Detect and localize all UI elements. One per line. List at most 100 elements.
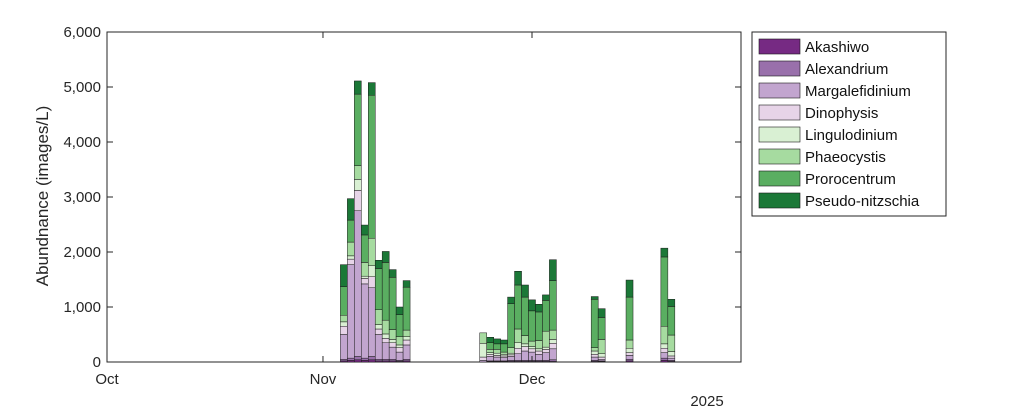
bar-segment-phaeocystis (549, 329, 557, 340)
bar-segment-prorocentrum (625, 296, 634, 341)
bar-segment-prorocentrum (402, 286, 411, 331)
bar-segment-dinophysis (479, 356, 487, 361)
bar-segment-prorocentrum (521, 296, 529, 336)
legend-swatch-akashiwo (758, 38, 801, 55)
bar-segment-lingulodinium (597, 353, 606, 358)
bar-segment-phaeocystis (507, 347, 515, 354)
bar-segment-margalefidinium (542, 352, 550, 361)
x-tick-label: Oct (95, 371, 119, 388)
bar-segment-phaeocystis (368, 238, 376, 266)
bar-segment-phaeocystis (388, 329, 397, 340)
bar-segment-prorocentrum (340, 286, 348, 316)
bar-segment-phaeocystis (486, 349, 494, 353)
bar-segment-phaeocystis (597, 339, 606, 355)
bar-segment-dinophysis (528, 348, 536, 353)
bar-segment-margalefidinium (361, 283, 369, 359)
bar-segment-lingulodinium (361, 275, 369, 279)
bar-segment-prorocentrum (374, 268, 383, 310)
bar-segment-pseudo-nitzschia (354, 80, 362, 95)
bar-segment-phaeocystis (528, 340, 536, 347)
bar-segment-margalefidinium (486, 356, 494, 362)
bar-segment-pseudo-nitzschia (660, 247, 669, 258)
bar-segment-margalefidinium (514, 353, 522, 361)
bar-segment-dinophysis (402, 339, 411, 346)
bar-segment-margalefidinium (660, 352, 669, 359)
legend-label-alexandrium: Alexandrium (805, 61, 888, 78)
bar-segment-lingulodinium (528, 346, 536, 350)
legend-swatch-alexandrium (758, 60, 801, 77)
bar-segment-alexandrium (660, 357, 669, 361)
bar-segment-dinophysis (354, 190, 362, 211)
bar-segment-phaeocystis (521, 335, 529, 345)
bar-segment-akashiwo (368, 359, 376, 363)
bar-segment-pseudo-nitzschia (667, 299, 676, 307)
bar-segment-alexandrium (347, 357, 355, 361)
bar-segment-phaeocystis (514, 328, 522, 343)
bar-segment-phaeocystis (625, 339, 634, 349)
bar-segment-phaeocystis (354, 165, 362, 180)
bar-segment-phaeocystis (590, 347, 599, 352)
bar-segment-phaeocystis (381, 319, 390, 335)
bar-segment-phaeocystis (660, 326, 669, 345)
bar-segment-lingulodinium (374, 324, 383, 330)
legend-swatch-dinophysis (758, 104, 801, 121)
bar-segment-pseudo-nitzschia (542, 294, 550, 301)
bar-segment-pseudo-nitzschia (381, 251, 390, 263)
bar-segment-alexandrium (361, 357, 369, 361)
bar-segment-phaeocystis (340, 315, 348, 323)
bar-segment-lingulodinium (402, 336, 411, 341)
bar-segment-prorocentrum (493, 343, 501, 350)
x-tick-label: Nov (310, 371, 337, 388)
bar-segment-pseudo-nitzschia (402, 280, 411, 288)
bar-segment-prorocentrum (514, 284, 522, 330)
bar-segment-margalefidinium (354, 210, 362, 357)
bar-segment-pseudo-nitzschia (361, 224, 369, 236)
bar-segment-phaeocystis (402, 329, 411, 337)
bar-segment-dinophysis (660, 348, 669, 353)
bar-segment-pseudo-nitzschia (347, 198, 355, 221)
y-tick-label: 0 (93, 354, 101, 371)
legend-label-lingulodinium: Lingulodinium (805, 127, 898, 144)
bar-segment-prorocentrum (542, 300, 550, 332)
legend-label-margalefidinium: Margalefidinium (805, 83, 911, 100)
bar-segment-dinophysis (549, 343, 557, 350)
bar-segment-dinophysis (625, 352, 634, 356)
bar-segment-margalefidinium (340, 334, 348, 360)
bar-segment-pseudo-nitzschia (368, 82, 376, 96)
legend-label-phaeocystis: Phaeocystis (805, 149, 886, 166)
bar-segment-pseudo-nitzschia (514, 271, 522, 286)
bar-segment-phaeocystis (361, 262, 369, 277)
bar-segment-dinophysis (395, 347, 404, 353)
year-label: 2025 (690, 393, 723, 410)
legend-label-dinophysis: Dinophysis (805, 105, 878, 122)
bar-segment-pseudo-nitzschia (388, 269, 397, 278)
bar-segment-prorocentrum (368, 95, 376, 239)
bar-segment-phaeocystis (500, 351, 508, 355)
bar-segment-phaeocystis (535, 340, 543, 350)
bar-segment-dinophysis (514, 348, 522, 354)
y-tick-label: 2,000 (63, 244, 101, 261)
plot-area-frame (106, 31, 742, 363)
bar-segment-margalefidinium (507, 356, 515, 361)
bar-segment-pseudo-nitzschia (597, 308, 606, 318)
legend-label-pseudo-nitzschia: Pseudo-nitzschia (805, 193, 920, 210)
bar-segment-prorocentrum (381, 262, 390, 321)
bar-segment-lingulodinium (347, 255, 355, 260)
bar-segment-dinophysis (667, 355, 676, 359)
legend-swatch-margalefidinium (758, 82, 801, 99)
bar-segment-pseudo-nitzschia (507, 296, 515, 304)
bar-segment-phaeocystis (493, 349, 501, 354)
bar-segment-pseudo-nitzschia (625, 279, 634, 298)
bar-segment-lingulodinium (479, 343, 487, 358)
bar-segment-prorocentrum (667, 306, 676, 336)
bar-segment-pseudo-nitzschia (340, 264, 348, 287)
bar-segment-prorocentrum (597, 317, 606, 340)
bar-segment-margalefidinium (500, 357, 508, 362)
bar-segment-lingulodinium (340, 321, 348, 327)
y-tick-label: 5,000 (63, 79, 101, 96)
bar-segment-dinophysis (347, 258, 355, 265)
bar-segment-prorocentrum (388, 277, 397, 330)
bar-segment-lingulodinium (535, 348, 543, 352)
y-axis-label: Abundnance (images/L) (33, 106, 52, 287)
